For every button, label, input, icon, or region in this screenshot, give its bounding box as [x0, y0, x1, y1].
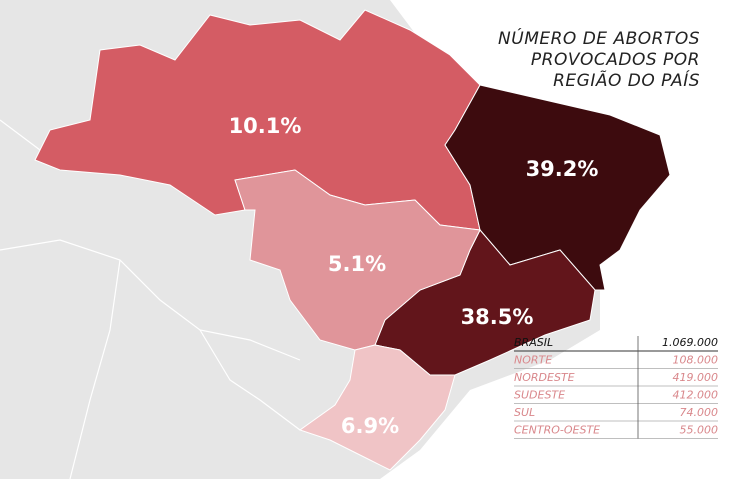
region-label: 5.1% — [328, 252, 386, 276]
table-header-name: BRASIL — [514, 336, 553, 349]
table-row-value: 419.000 — [673, 371, 719, 384]
region-label: 38.5% — [461, 305, 534, 329]
table-row-value: 412.000 — [673, 389, 719, 402]
region — [234, 169, 481, 351]
table-row-name: CENTRO-OESTE — [514, 424, 600, 437]
table-row-name: NORDESTE — [514, 371, 575, 384]
table-header-value: 1.069.000 — [662, 336, 718, 349]
table-row-name: SUL — [514, 406, 535, 419]
table-row-name: NORTE — [514, 354, 552, 367]
table-row-value: 55.000 — [680, 424, 719, 437]
title-line: NÚMERO DE ABORTOS — [498, 27, 700, 49]
borders — [0, 119, 301, 479]
region-label: 10.1% — [229, 114, 302, 138]
table-row-name: SUDESTE — [514, 389, 565, 402]
region — [298, 344, 456, 471]
title-line: PROVOCADOS POR — [531, 50, 700, 70]
region-label: 39.2% — [526, 157, 599, 181]
table-row-value: 108.000 — [673, 354, 719, 367]
table-row-value: 74.000 — [680, 406, 719, 419]
title-line: REGIÃO DO PAÍS — [553, 69, 700, 91]
region — [444, 84, 671, 291]
region-label: 6.9% — [341, 414, 399, 438]
